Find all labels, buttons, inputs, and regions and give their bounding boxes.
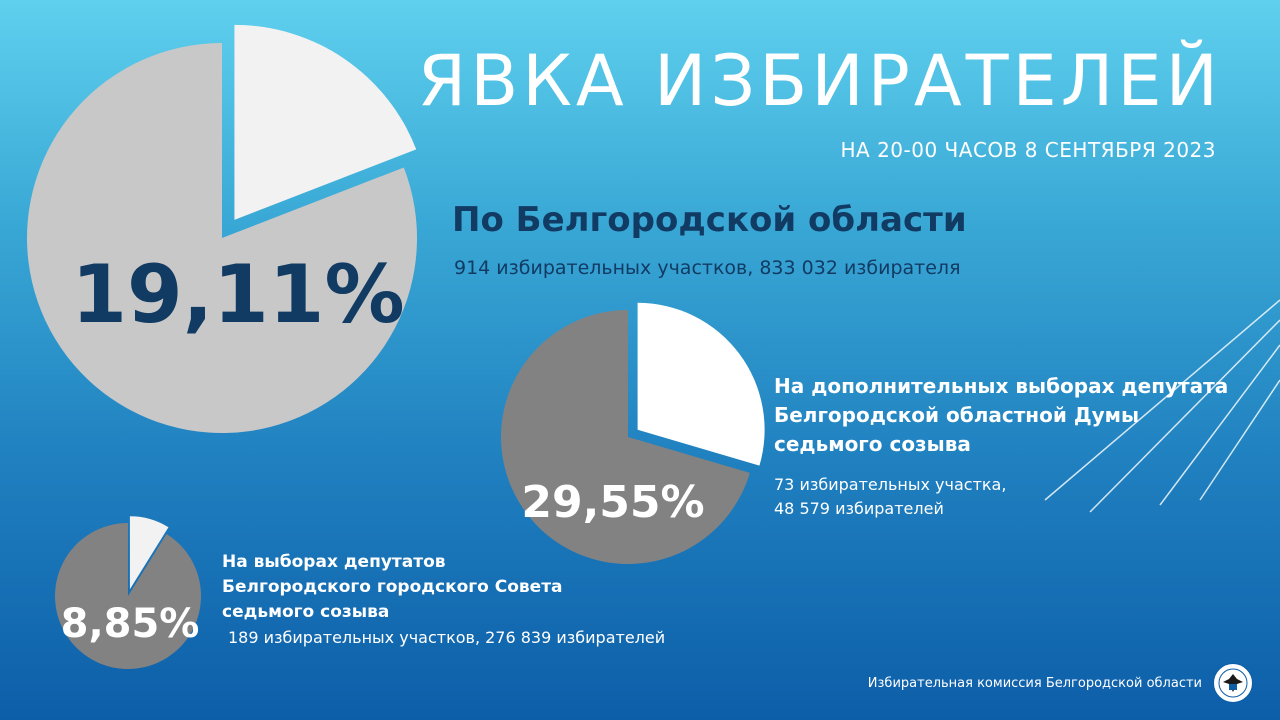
deco-line-4 [1199,379,1280,501]
duma-title-line: седьмого созыва [774,432,971,456]
council-title: На выборах депутатов Белгородского город… [222,550,563,625]
region-title: По Белгородской области [452,200,967,240]
commission-footer: Избирательная комиссия Белгородской обла… [867,676,1202,691]
council-pie-remainder-slice [54,523,201,669]
duma-stats-line: 73 избирательных участка, [774,475,1007,494]
duma-percent-label: 29,55% [521,477,704,528]
region-pie-remainder-slice [27,43,418,433]
council-title-line: На выборах депутатов [222,552,446,572]
region-pie-turnout-slice [234,24,417,220]
duma-pie-remainder-slice [501,310,750,564]
region-stats: 914 избирательных участков, 833 032 изби… [454,257,961,279]
region-percent-label: 19,11% [71,248,404,341]
council-title-line: седьмого созыва [222,602,390,622]
page-title: ЯВКА ИЗБИРАТЕЛЕЙ [417,40,1222,122]
council-stats: 189 избирательных участков, 276 839 изби… [228,628,666,647]
council-percent-label: 8,85% [61,601,200,647]
deco-line-3 [1159,344,1280,506]
commission-emblem-icon [1213,663,1253,703]
duma-title-line: На дополнительных выборах депутата [774,374,1229,398]
page-subtitle: НА 20-00 ЧАСОВ 8 СЕНТЯБРЯ 2023 [840,138,1216,162]
duma-pie-turnout-slice [637,302,765,466]
duma-stats: 73 избирательных участка, 48 579 избират… [774,473,1006,521]
council-pie-turnout-slice [129,516,169,590]
council-pie: 8,85% [54,516,201,669]
duma-stats-line: 48 579 избирателей [774,499,944,518]
region-pie: 19,11% [27,24,418,433]
deco-line-1 [1044,299,1280,501]
duma-pie: 29,55% [501,302,765,564]
duma-title: На дополнительных выборах депутата Белго… [774,372,1274,459]
council-title-line: Белгородского городского Совета [222,577,563,597]
deco-line-2 [1089,319,1280,513]
duma-title-line: Белгородской областной Думы [774,403,1140,427]
